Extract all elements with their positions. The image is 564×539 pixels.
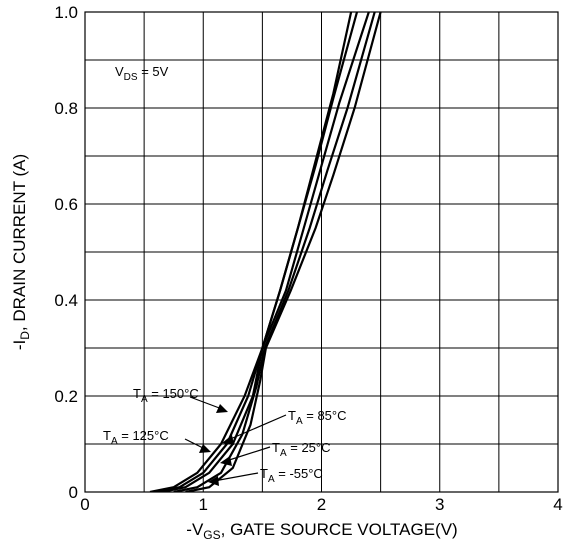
y-axis-title: -ID, DRAIN CURRENT (A) <box>10 154 32 350</box>
arrowhead-125c <box>199 444 211 453</box>
series-label-25c: TA = 25°C <box>272 440 331 459</box>
series-line-3 <box>173 12 376 492</box>
series-label-150c: TA = 150°C <box>133 386 199 405</box>
y-tick-label: 0 <box>69 483 78 502</box>
series-label-85c: TA = 85°C <box>288 408 347 427</box>
y-tick-label: 0.6 <box>54 195 78 214</box>
x-tick-label: 2 <box>317 495 326 514</box>
series-line-2 <box>161 12 370 492</box>
arrow-minus55c <box>213 472 259 482</box>
grid <box>84 11 559 493</box>
y-tick-label: 1.0 <box>54 3 78 22</box>
tick-labels: 0 1 2 3 4 0 0.2 0.4 0.6 0.8 1.0 <box>54 3 562 514</box>
x-tick-label: 3 <box>435 495 444 514</box>
arrow-150c <box>189 396 223 410</box>
arrowhead-25c <box>220 456 232 466</box>
arrowhead-minus55c <box>208 476 219 486</box>
y-tick-label: 0.2 <box>54 387 78 406</box>
arrow-85c <box>227 414 287 441</box>
series-label-125c: TA = 125°C <box>103 428 169 447</box>
x-tick-label: 0 <box>80 495 89 514</box>
curves <box>149 12 382 492</box>
arrowhead-150c <box>216 404 228 413</box>
series-line-4 <box>185 12 382 492</box>
arrow-25c <box>225 446 271 462</box>
x-tick-label: 1 <box>199 495 208 514</box>
x-axis-title: -VGS, GATE SOURCE VOLTAGE(V) <box>186 520 457 539</box>
y-tick-label: 0.4 <box>54 291 78 310</box>
arrowhead-85c <box>222 435 234 445</box>
label-arrows <box>184 396 287 486</box>
x-tick-label: 4 <box>553 495 562 514</box>
y-tick-label: 0.8 <box>54 99 78 118</box>
condition-label: VDS = 5V <box>115 64 169 83</box>
series-label-minus55c: TA = -55°C <box>260 466 323 485</box>
